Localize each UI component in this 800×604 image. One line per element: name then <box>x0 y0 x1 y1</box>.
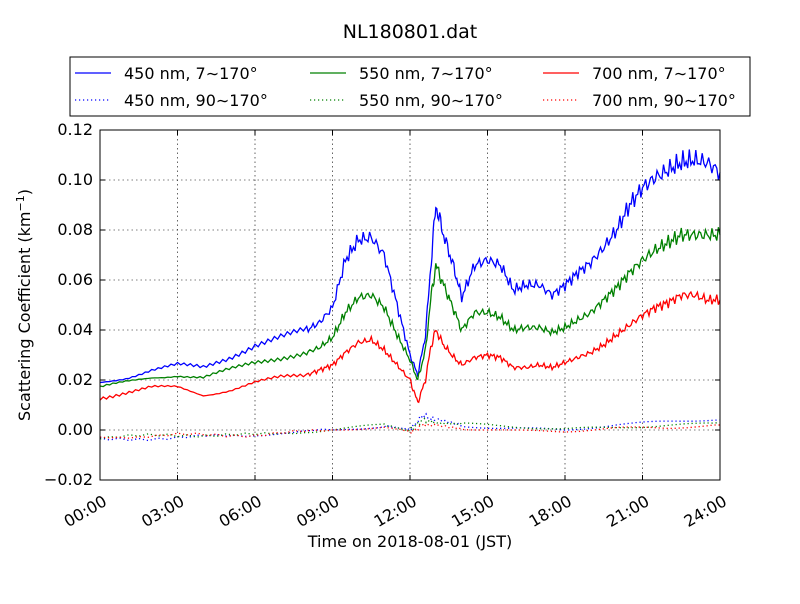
legend-label: 450 nm, 90∼170° <box>124 91 268 110</box>
legend-label: 550 nm, 7∼170° <box>359 64 493 83</box>
y-axis-label-main: Scattering Coefficient (km <box>15 211 34 421</box>
x-tick-label: 09:00 <box>293 491 342 531</box>
y-tick-label: 0.12 <box>57 120 93 139</box>
y-tick-label: 0.10 <box>57 170 93 189</box>
x-tick-label: 03:00 <box>138 491 187 531</box>
series-line-0 <box>99 149 721 384</box>
series-line-4 <box>99 290 721 404</box>
y-tick-label: 0.04 <box>57 320 93 339</box>
legend-label: 550 nm, 90∼170° <box>359 91 503 110</box>
x-axis-label: Time on 2018-08-01 (JST) <box>307 532 512 551</box>
x-tick-label: 21:00 <box>603 491 652 531</box>
x-tick-label: 24:00 <box>681 491 730 531</box>
legend-box <box>69 56 751 117</box>
series-line-1 <box>99 412 721 442</box>
legend-label: 700 nm, 90∼170° <box>592 91 736 110</box>
series-line-3 <box>99 417 721 440</box>
x-tick-label: 18:00 <box>526 491 575 531</box>
x-tick-label: 06:00 <box>216 491 265 531</box>
y-axis-label-sup: −1 <box>14 195 27 211</box>
series-line-2 <box>99 227 721 388</box>
x-tick-label: 00:00 <box>61 491 110 531</box>
y-tick-label: 0.00 <box>57 420 93 439</box>
y-tick-label: 0.02 <box>57 370 93 389</box>
x-tick-label: 12:00 <box>371 491 420 531</box>
y-tick-label: −0.02 <box>44 470 93 489</box>
y-tick-label: 0.08 <box>57 220 93 239</box>
chart-title: NL180801.dat <box>343 21 478 43</box>
y-axis-label-close: ) <box>15 189 34 195</box>
series-layer <box>99 149 721 442</box>
y-tick-label: 0.06 <box>57 270 93 289</box>
y-axis-label: Scattering Coefficient (km−1) <box>14 189 34 421</box>
x-tick-label: 15:00 <box>448 491 497 531</box>
legend: 450 nm, 7∼170° 450 nm, 90∼170° 550 nm, 7∼1… <box>69 56 751 117</box>
legend-label: 450 nm, 7∼170° <box>124 64 258 83</box>
legend-label: 700 nm, 7∼170° <box>592 64 726 83</box>
